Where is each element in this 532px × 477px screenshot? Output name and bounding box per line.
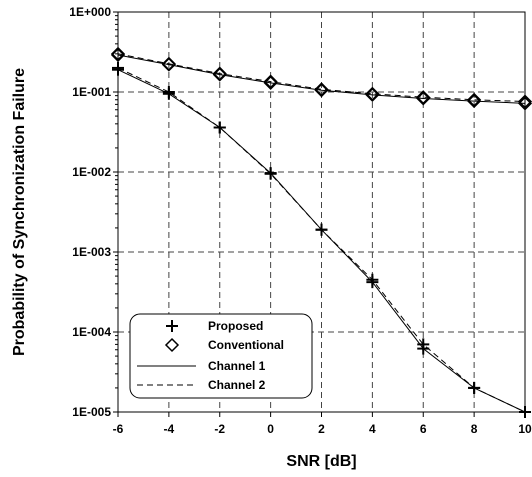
x-tick-label: 8 (471, 422, 478, 436)
legend-label: Conventional (208, 338, 284, 352)
data-point-plus (213, 121, 226, 134)
x-axis-label: SNR [dB] (286, 453, 356, 470)
legend-box (129, 313, 313, 399)
tick-labels: -6 -4 -2 0 2 4 6 8 10 1E-005 1E-004 1E-003 1E-002 1E-… (69, 5, 532, 436)
data-point-plus (112, 61, 124, 74)
data-point-diamond (263, 74, 278, 89)
data-point-diamond (416, 90, 431, 105)
y-tick-label: 1E-002 (72, 165, 111, 179)
data-point-plus (519, 406, 531, 418)
x-tick-label: -4 (164, 422, 175, 436)
legend-label: Proposed (208, 319, 263, 333)
y-axis-label: Probability of Synchronization Failure (11, 68, 28, 356)
x-tick-label: 6 (420, 422, 427, 436)
data-point-plus (315, 223, 328, 236)
x-tick-label: 2 (318, 422, 325, 436)
data-point-diamond (467, 94, 482, 109)
data-point-diamond (517, 94, 532, 109)
data-point-plus (468, 381, 481, 394)
data-point-diamond (110, 47, 126, 63)
legend: Proposed Conventional Channel 1 Channel … (129, 313, 313, 399)
series-conventional-channel-2 (110, 46, 532, 109)
y-tick-label: 1E-003 (72, 245, 111, 259)
data-point-diamond (110, 46, 126, 61)
y-tick-label: 1E-001 (72, 85, 111, 99)
data-point-diamond (365, 87, 380, 102)
data-point-diamond (212, 66, 227, 81)
data-point-diamond (365, 86, 380, 101)
data-point-plus (264, 167, 277, 180)
series-proposed-channel-2 (112, 61, 531, 418)
legend-label: Channel 1 (208, 359, 266, 373)
x-tick-label: 0 (267, 422, 274, 436)
x-tick-label: -6 (113, 422, 124, 436)
data-point-diamond (517, 96, 532, 111)
data-point-plus (417, 338, 430, 351)
series-line (117, 54, 526, 104)
legend-entry-conventional: Conventional (164, 337, 284, 353)
diamond-marker (164, 337, 180, 353)
y-tick-label: 1E-004 (72, 325, 111, 339)
data-point-diamond (161, 56, 176, 71)
series (110, 46, 532, 418)
legend-label: Channel 2 (208, 378, 266, 392)
y-tick-label: 1E-005 (72, 405, 111, 419)
axis-ticks (113, 11, 526, 417)
series-line (117, 53, 526, 102)
legend-entry-channel-2: Channel 2 (137, 378, 266, 392)
data-point-diamond (467, 92, 482, 107)
x-tick-label: 4 (369, 422, 376, 436)
y-tick-label: 1E+000 (69, 5, 111, 19)
data-point-plus (366, 273, 379, 286)
x-tick-label: 10 (518, 422, 532, 436)
data-point-diamond (314, 82, 329, 97)
x-tick-label: -2 (214, 422, 225, 436)
data-point-plus (162, 86, 175, 98)
legend-entry-channel-1: Channel 1 (137, 359, 266, 373)
legend-entry-proposed: Proposed (166, 319, 263, 333)
